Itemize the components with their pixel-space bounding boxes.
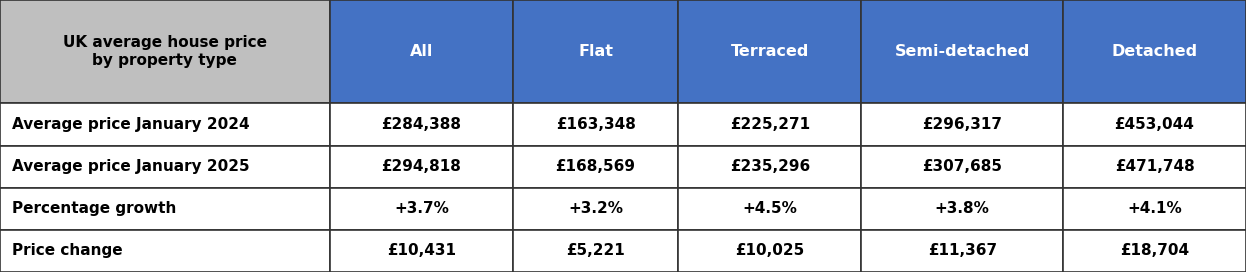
Text: £225,271: £225,271 [730,117,810,132]
Bar [1063,146,1246,188]
Text: £163,348: £163,348 [556,117,635,132]
Text: £235,296: £235,296 [730,159,810,174]
Bar [1063,103,1246,146]
Bar [0,230,330,272]
Bar [1063,0,1246,103]
Text: Average price January 2024: Average price January 2024 [12,117,250,132]
Bar [513,103,678,146]
Bar [513,188,678,230]
Text: Flat: Flat [578,44,613,59]
Bar [861,230,1063,272]
Text: Detached: Detached [1111,44,1197,59]
Bar [330,146,513,188]
Text: +3.7%: +3.7% [394,201,449,216]
Text: UK average house price
by property type: UK average house price by property type [64,35,267,69]
Bar [513,230,678,272]
Bar [678,103,861,146]
Bar [0,0,330,103]
Text: Price change: Price change [12,243,123,258]
Text: £11,367: £11,367 [927,243,997,258]
Bar [861,103,1063,146]
Bar [330,230,513,272]
Text: £294,818: £294,818 [381,159,461,174]
Bar [513,146,678,188]
Bar [678,230,861,272]
Bar [0,103,330,146]
Bar [330,103,513,146]
Bar [861,146,1063,188]
Bar [861,188,1063,230]
Bar [330,188,513,230]
Bar [861,0,1063,103]
Text: £296,317: £296,317 [922,117,1002,132]
Text: +4.1%: +4.1% [1128,201,1182,216]
Text: £10,431: £10,431 [386,243,456,258]
Text: £10,025: £10,025 [735,243,805,258]
Text: +3.8%: +3.8% [934,201,989,216]
Text: £307,685: £307,685 [922,159,1002,174]
Bar [1063,230,1246,272]
Bar [678,188,861,230]
Text: £453,044: £453,044 [1115,117,1195,132]
Bar [0,188,330,230]
Bar [678,0,861,103]
Text: Terraced: Terraced [730,44,809,59]
Text: All: All [410,44,434,59]
Text: Percentage growth: Percentage growth [12,201,177,216]
Text: +4.5%: +4.5% [743,201,797,216]
Bar [678,146,861,188]
Bar [330,0,513,103]
Text: Average price January 2025: Average price January 2025 [12,159,250,174]
Text: £5,221: £5,221 [566,243,625,258]
Bar [513,0,678,103]
Text: £168,569: £168,569 [556,159,635,174]
Text: Semi-detached: Semi-detached [895,44,1030,59]
Text: £284,388: £284,388 [381,117,461,132]
Text: £18,704: £18,704 [1120,243,1189,258]
Text: £471,748: £471,748 [1115,159,1195,174]
Text: +3.2%: +3.2% [568,201,623,216]
Bar [1063,188,1246,230]
Bar [0,146,330,188]
